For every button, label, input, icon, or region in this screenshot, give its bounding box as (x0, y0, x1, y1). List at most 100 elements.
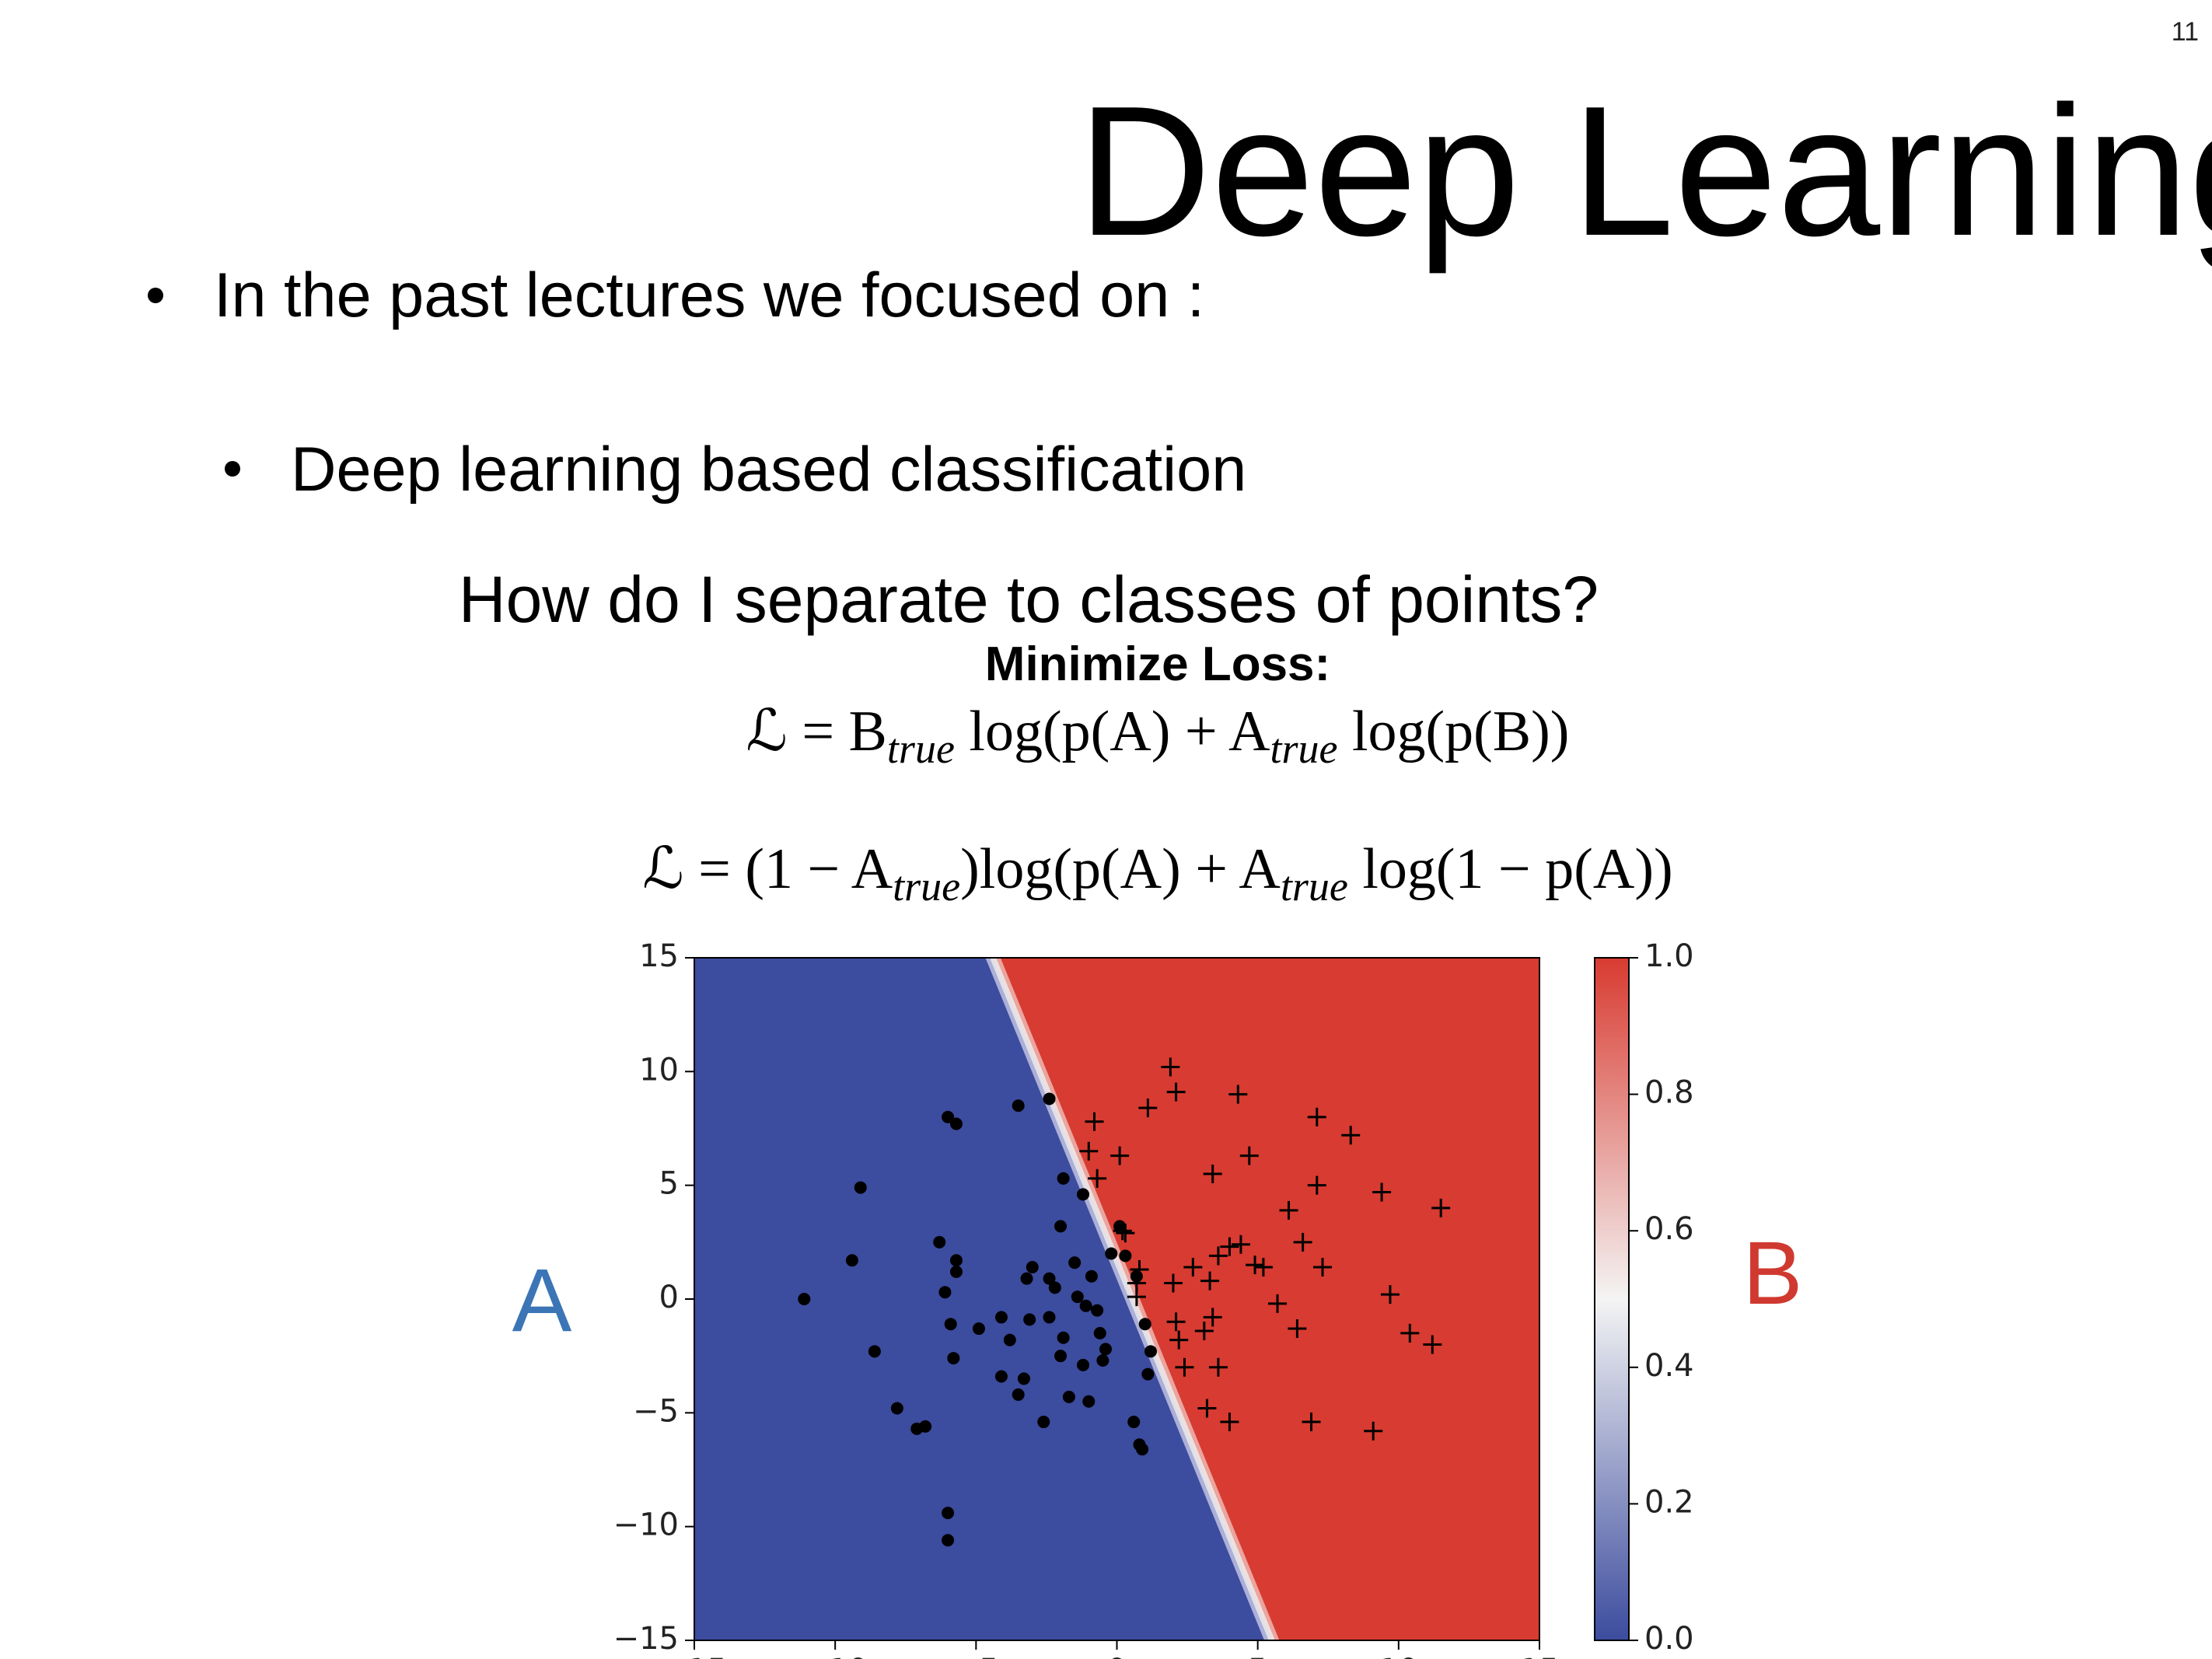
point (1079, 1299, 1092, 1312)
point (1194, 1321, 1214, 1340)
point (1127, 1416, 1141, 1429)
point (1175, 1357, 1194, 1377)
x-tick-label: −10 (802, 1653, 868, 1659)
point (1246, 1256, 1265, 1275)
colorbar-tick-label: 0.0 (1644, 1621, 1694, 1657)
x-tick-label: −5 (953, 1653, 999, 1659)
point (1380, 1285, 1400, 1304)
point (1127, 1287, 1146, 1307)
colorbar-tick-label: 0.4 (1644, 1348, 1694, 1384)
point (1057, 1172, 1070, 1185)
y-tick-label: −5 (633, 1393, 679, 1429)
point (1169, 1330, 1189, 1350)
point (1197, 1399, 1217, 1418)
point (1220, 1413, 1239, 1432)
point (1166, 1082, 1186, 1102)
point (1096, 1354, 1109, 1367)
point (1141, 1367, 1155, 1381)
equation: ℒ = (1 − Atrue)log(p(A) + Atrue log(1 − … (642, 837, 1672, 910)
point (1239, 1146, 1259, 1165)
point (1183, 1258, 1203, 1277)
point (1431, 1198, 1451, 1217)
point (1302, 1413, 1321, 1432)
point (1043, 1311, 1056, 1324)
point (949, 1254, 963, 1267)
point (1085, 1112, 1104, 1131)
decision-boundary (996, 957, 1280, 1641)
point (1253, 1258, 1273, 1277)
point (1364, 1421, 1383, 1441)
colorbar (1594, 957, 1630, 1641)
point (1231, 1235, 1250, 1254)
bullet (148, 288, 163, 303)
point (949, 1265, 963, 1278)
y-tick-label: 5 (659, 1166, 679, 1202)
point (1085, 1270, 1098, 1283)
point (1203, 1308, 1222, 1327)
point (1017, 1372, 1030, 1385)
class-region (993, 958, 1539, 1640)
point (1313, 1258, 1332, 1277)
subscript: true (1270, 725, 1337, 772)
point (1091, 1304, 1104, 1317)
point (1144, 1345, 1157, 1358)
point (1077, 1188, 1090, 1201)
point (1200, 1271, 1220, 1291)
point (1093, 1326, 1106, 1339)
subscript: true (893, 863, 960, 910)
bullet-text: In the past lectures we focused on : (214, 260, 1204, 330)
point (1116, 1224, 1135, 1243)
point (994, 1311, 1008, 1324)
point (868, 1345, 881, 1358)
point (1138, 1098, 1158, 1118)
colorbar-tick-label: 0.8 (1644, 1075, 1694, 1111)
colorbar-tick-label: 0.2 (1644, 1484, 1694, 1520)
point (1062, 1390, 1075, 1403)
point (938, 1286, 952, 1299)
point (1288, 1319, 1307, 1339)
point (1026, 1261, 1039, 1274)
point (1161, 1057, 1180, 1077)
point (1138, 1318, 1151, 1331)
point (1071, 1291, 1084, 1304)
equation: ℒ = Btrue log(p(A) + Atrue log(p(B)) (746, 700, 1570, 772)
point (919, 1420, 932, 1433)
bullet-text: Deep learning based classification (291, 435, 1246, 505)
point (1088, 1168, 1107, 1188)
point (972, 1322, 985, 1336)
x-tick-label: 10 (1379, 1653, 1418, 1659)
point (942, 1110, 955, 1123)
point (1208, 1246, 1228, 1266)
y-tick-label: 0 (659, 1280, 679, 1315)
point (944, 1318, 957, 1331)
point (1293, 1232, 1312, 1252)
loss-heading: Minimize Loss: (985, 637, 1330, 691)
point (1400, 1323, 1420, 1343)
point (1057, 1331, 1070, 1344)
point (1203, 1165, 1222, 1184)
equation-part: log(1 − p(A)) (1348, 837, 1673, 901)
point (1054, 1350, 1068, 1363)
point (1279, 1200, 1298, 1220)
point (949, 1117, 963, 1130)
decision-boundary (985, 957, 1269, 1641)
point (1099, 1343, 1113, 1356)
y-tick-label: −15 (613, 1621, 679, 1657)
point (1054, 1220, 1068, 1233)
equation-part: log(p(B)) (1337, 700, 1569, 763)
point (1043, 1272, 1056, 1285)
point (1020, 1272, 1033, 1285)
point (1077, 1358, 1090, 1371)
point (942, 1534, 955, 1547)
point (1012, 1388, 1025, 1401)
point (1372, 1182, 1392, 1202)
slide-title: Deep Learning (1078, 68, 2212, 274)
chart: −15 −10 −5 0 5 10 15 −15 −10 −5 0 5 10 15 A B 0.0 0.2 0.4 0… (512, 938, 1803, 1659)
point (933, 1235, 946, 1249)
plot-frame (694, 957, 1540, 1641)
x-tick-label: 5 (1248, 1653, 1267, 1659)
point (1423, 1335, 1442, 1354)
x-tick-label: 15 (1520, 1653, 1560, 1659)
point (1048, 1281, 1061, 1294)
colorbar-tick-label: 1.0 (1644, 938, 1694, 974)
